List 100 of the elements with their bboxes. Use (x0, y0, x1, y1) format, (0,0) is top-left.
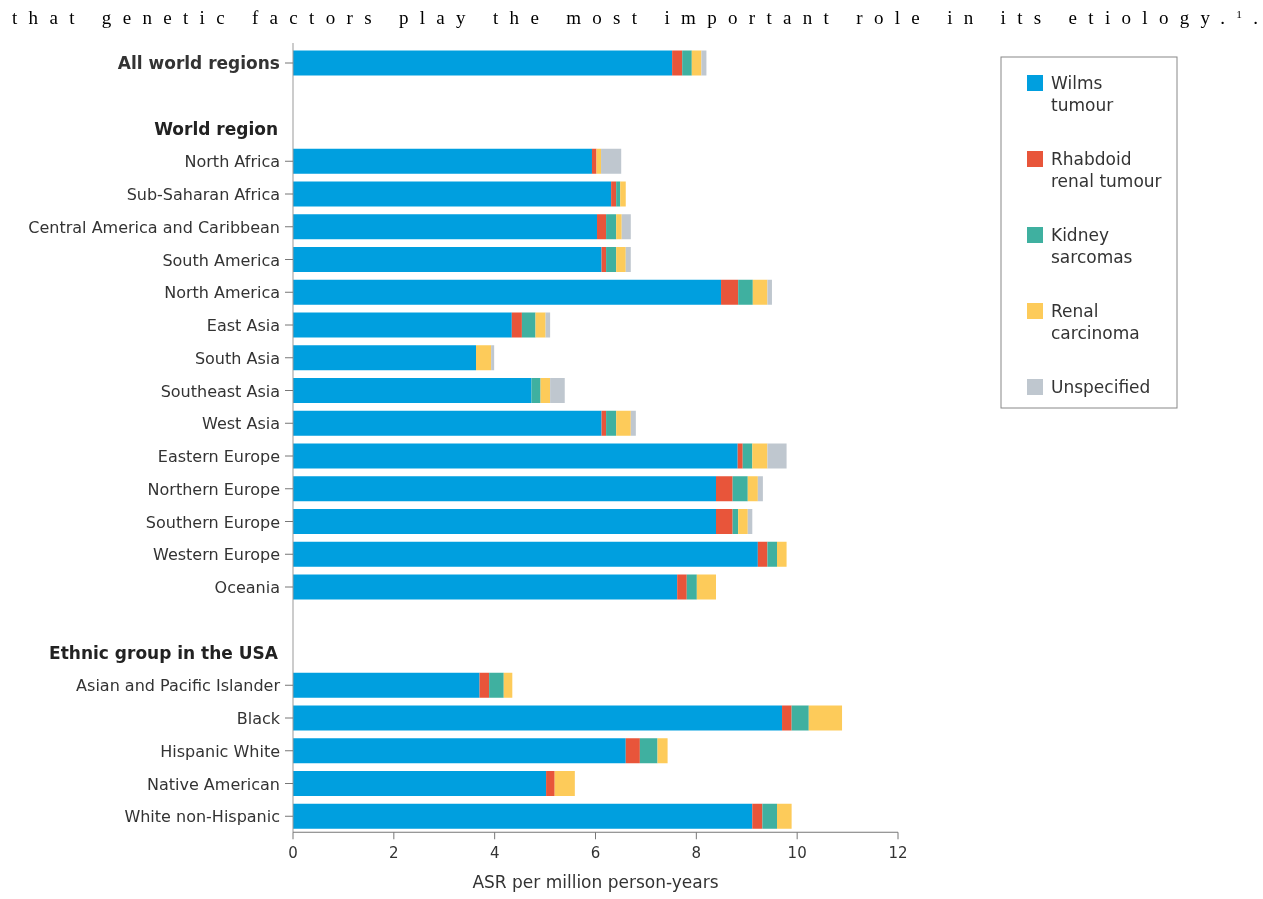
bar (762, 803, 777, 829)
bar (716, 476, 733, 502)
x-tick-label: 12 (888, 844, 908, 863)
x-axis-title: ASR per million person-years (472, 872, 719, 893)
bar (639, 738, 658, 764)
bar (691, 50, 702, 76)
bar (752, 279, 768, 305)
y-tick-label: Northern Europe (147, 479, 280, 499)
bar (293, 148, 592, 174)
y-tick-label: All world regions (117, 53, 280, 73)
bar (606, 410, 617, 436)
bar (293, 345, 477, 371)
x-tick-label: 4 (489, 844, 500, 863)
bar (732, 476, 748, 502)
bar (293, 378, 532, 403)
bar (767, 541, 777, 567)
bar (531, 378, 541, 403)
bar (489, 672, 504, 698)
y-tick-label: West Asia (202, 414, 280, 434)
bar (293, 672, 480, 698)
bar (657, 738, 668, 764)
y-tick-label: Southern Europe (145, 512, 280, 532)
bar (293, 771, 547, 796)
legend-label: Wilms tumour (1051, 73, 1114, 115)
bar (616, 181, 621, 207)
x-tick-label: 0 (288, 844, 298, 863)
bar (293, 279, 722, 305)
y-tick-label: South Asia (194, 348, 280, 368)
bar (293, 181, 612, 207)
bar (540, 378, 551, 403)
bar (293, 214, 598, 240)
bar (476, 345, 492, 371)
bar (732, 509, 739, 534)
bar (550, 378, 565, 403)
bar (747, 476, 758, 502)
legend-label: Unspecified (1051, 377, 1151, 397)
y-tick-label: Asian and Pacific Islander (76, 676, 281, 696)
bar (546, 771, 555, 796)
bar (293, 705, 783, 731)
bar (293, 738, 626, 764)
bar (752, 443, 768, 469)
bar (293, 476, 716, 502)
bar (293, 509, 716, 534)
bar (503, 672, 513, 698)
bar (616, 247, 626, 272)
bar (293, 574, 678, 600)
y-tick-label: East Asia (206, 316, 280, 335)
bar (597, 214, 607, 240)
bar (791, 705, 809, 731)
bar (511, 312, 522, 338)
bar (479, 672, 490, 698)
y-tick-label: Black (236, 709, 281, 728)
bar (606, 247, 617, 272)
bar (696, 574, 716, 600)
y-tick-label: Western Europe (153, 545, 280, 565)
bar (293, 247, 602, 272)
bar (601, 148, 622, 174)
y-tick-label: North Africa (184, 152, 280, 172)
bar (767, 279, 772, 305)
y-tick-label: Eastern Europe (157, 447, 280, 466)
bar (742, 443, 753, 469)
bar (777, 803, 792, 829)
bar (606, 214, 617, 240)
text: World region (154, 118, 278, 139)
bar (625, 247, 631, 272)
legend-label: Renal carcinoma (1051, 301, 1140, 343)
bar (616, 214, 622, 240)
y-tick-label: South America (162, 250, 280, 270)
bar (293, 50, 673, 76)
x-tick-label: 6 (590, 844, 601, 863)
bar (293, 541, 758, 567)
bar (625, 738, 640, 764)
bar (293, 312, 512, 338)
bar (535, 312, 546, 338)
legend-label: Rhabdoid renal tumour (1051, 149, 1162, 191)
bar (672, 50, 683, 76)
bar (616, 410, 631, 436)
bar (621, 214, 631, 240)
bar (293, 443, 738, 469)
bar (686, 574, 697, 600)
bar (677, 574, 687, 600)
bar (591, 148, 597, 174)
bar (738, 279, 753, 305)
legend-label: Kidney sarcomas (1051, 225, 1133, 267)
bar (777, 541, 787, 567)
bar (611, 181, 617, 207)
y-tick-label: White non-Hispanic (124, 807, 280, 827)
bar (293, 410, 602, 436)
x-tick-label: 8 (691, 844, 702, 863)
bar (757, 541, 768, 567)
bar (682, 50, 692, 76)
bar (491, 345, 495, 371)
bar (716, 509, 733, 534)
y-tick-label: Sub-Saharan Africa (126, 185, 280, 204)
bar (721, 279, 739, 305)
bar (738, 509, 748, 534)
x-tick-label: 2 (389, 844, 399, 863)
bar (554, 771, 575, 796)
bar (767, 443, 787, 469)
bar (737, 443, 743, 469)
